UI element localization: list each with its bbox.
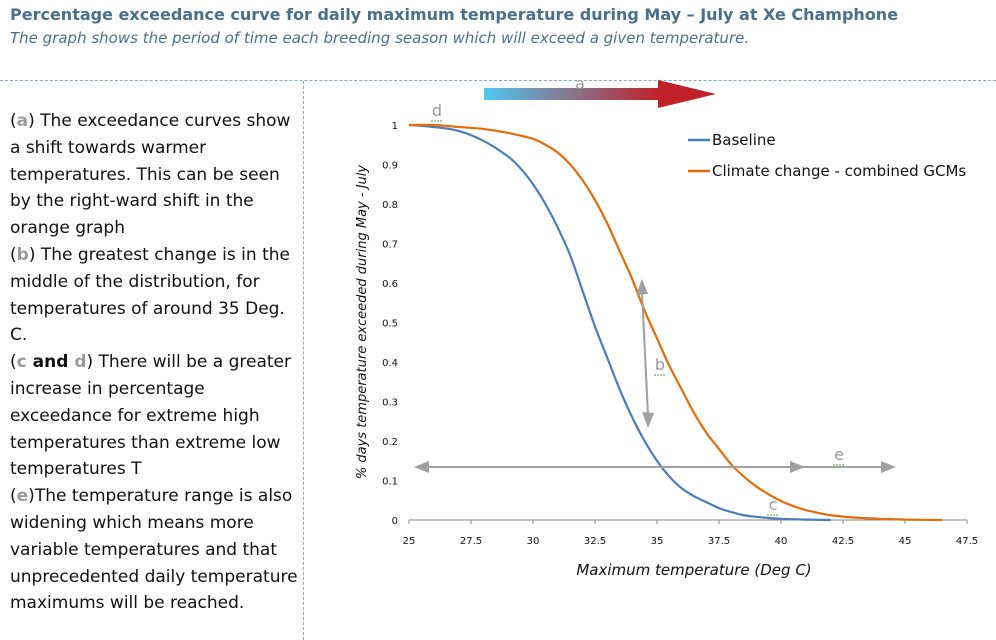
y-tick-label: 0.8 [382,200,398,211]
x-tick-label: 47.5 [956,536,978,547]
y-tick-label: 0 [392,516,398,527]
legend-label: Climate change - combined GCMs [712,162,966,180]
x-tick-label: 35 [651,536,664,547]
arrow-b-head-top [636,279,648,295]
chart-axes: 25 27.5 30 32.5 35 37.5 40 42.5 45 47.5 0 0.1 0.2 0.3… [382,121,978,547]
note-b: (b) The greatest change is in the middle… [10,244,290,346]
note-e-text: The temperature range is also widening w… [10,486,298,614]
note-e-key: e [16,486,29,507]
x-tick-label: 30 [527,536,540,547]
chart-legend: Baseline Climate change - combined GCMs [688,131,966,180]
x-tick-label: 32.5 [584,536,606,547]
arrow-b-shaft [641,291,649,416]
arrow-e-head-left [414,461,429,473]
x-tick-label: 45 [899,536,912,547]
x-tick-label: 42.5 [832,536,854,547]
y-tick-label: 0.5 [382,319,398,330]
note-cd: (c and d) There will be a greater increa… [10,352,291,480]
note-d-key: d [74,352,87,373]
annotation-a: a [575,74,585,93]
y-tick-label: 0.9 [382,161,398,172]
divider-horizontal [0,80,996,81]
note-a-key: a [16,111,29,131]
annotation-c: c [769,495,778,514]
note-b-key: b [16,244,29,265]
arrow-b-head-bottom [642,412,654,428]
annotation-e: e [834,445,844,464]
note-e: (e)The temperature range is also widenin… [10,486,298,614]
chart-annotations: a b c d e [414,74,896,516]
y-tick-label: 0.7 [382,240,398,251]
arrow-e-head-right [881,461,896,473]
y-tick-label: 1 [392,121,398,132]
arrow-a-head [658,80,716,108]
notes-panel: (a) The exceedance curves show a shift t… [10,108,300,617]
note-b-text: The greatest change is in the middle of … [10,244,290,346]
annotation-b: b [655,355,665,374]
x-tick-label: 25 [403,536,416,547]
note-a-text: The exceedance curves show a shift towar… [10,111,291,239]
note-cd-and: and [26,352,75,373]
note-a: (a) The exceedance curves show a shift t… [10,111,291,239]
y-tick-label: 0.2 [382,437,398,448]
chart-series [408,123,943,522]
divider-vertical [303,81,304,640]
arrow-a-shaft [484,88,659,100]
x-tick-label: 27.5 [460,536,482,547]
legend-label: Baseline [712,131,776,149]
note-cd-text: There will be a greater increase in perc… [10,352,291,480]
series-line-baseline [408,123,831,522]
page-title: Percentage exceedance curve for daily ma… [10,5,899,24]
note-c-key: c [16,352,27,373]
y-tick-label: 0.6 [382,279,398,290]
x-tick-label: 40 [775,536,788,547]
y-tick-label: 0.1 [382,477,398,488]
y-tick-label: 0.3 [382,398,398,409]
page-subtitle: The graph shows the period of time each … [10,29,750,47]
annotation-d: d [432,101,442,120]
y-tick-label: 0.4 [382,358,398,369]
series-line-climate-change [408,123,943,522]
x-axis-label: Maximum temperature (Deg C) [576,561,811,579]
arrow-e-head-mid [790,461,805,473]
x-tick-label: 37.5 [708,536,730,547]
y-axis-label: % days temperature exceeded during May -… [355,165,370,479]
